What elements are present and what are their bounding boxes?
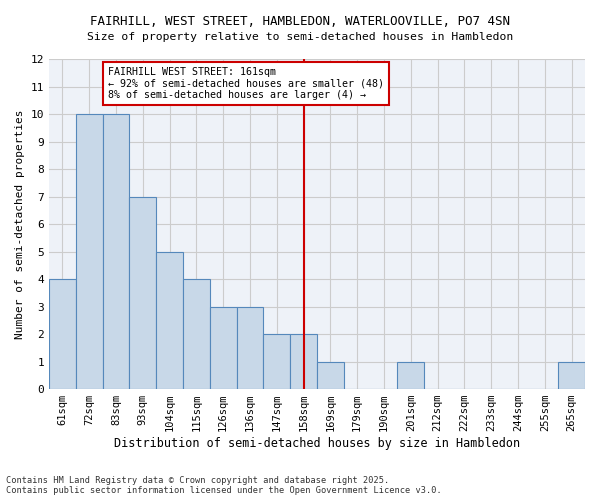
Bar: [183, 279, 210, 389]
Bar: [210, 306, 236, 389]
Bar: [263, 334, 290, 389]
Text: FAIRHILL WEST STREET: 161sqm
← 92% of semi-detached houses are smaller (48)
8% o: FAIRHILL WEST STREET: 161sqm ← 92% of se…: [108, 68, 384, 100]
X-axis label: Distribution of semi-detached houses by size in Hambledon: Distribution of semi-detached houses by …: [114, 437, 520, 450]
Bar: [76, 114, 103, 389]
Bar: [49, 279, 76, 389]
Bar: [558, 362, 585, 389]
Bar: [397, 362, 424, 389]
Y-axis label: Number of semi-detached properties: Number of semi-detached properties: [15, 110, 25, 339]
Bar: [290, 334, 317, 389]
Bar: [156, 252, 183, 389]
Text: Contains HM Land Registry data © Crown copyright and database right 2025.
Contai: Contains HM Land Registry data © Crown c…: [6, 476, 442, 495]
Text: Size of property relative to semi-detached houses in Hambledon: Size of property relative to semi-detach…: [87, 32, 513, 42]
Bar: [236, 306, 263, 389]
Bar: [130, 196, 156, 389]
Text: FAIRHILL, WEST STREET, HAMBLEDON, WATERLOOVILLE, PO7 4SN: FAIRHILL, WEST STREET, HAMBLEDON, WATERL…: [90, 15, 510, 28]
Bar: [317, 362, 344, 389]
Bar: [103, 114, 130, 389]
